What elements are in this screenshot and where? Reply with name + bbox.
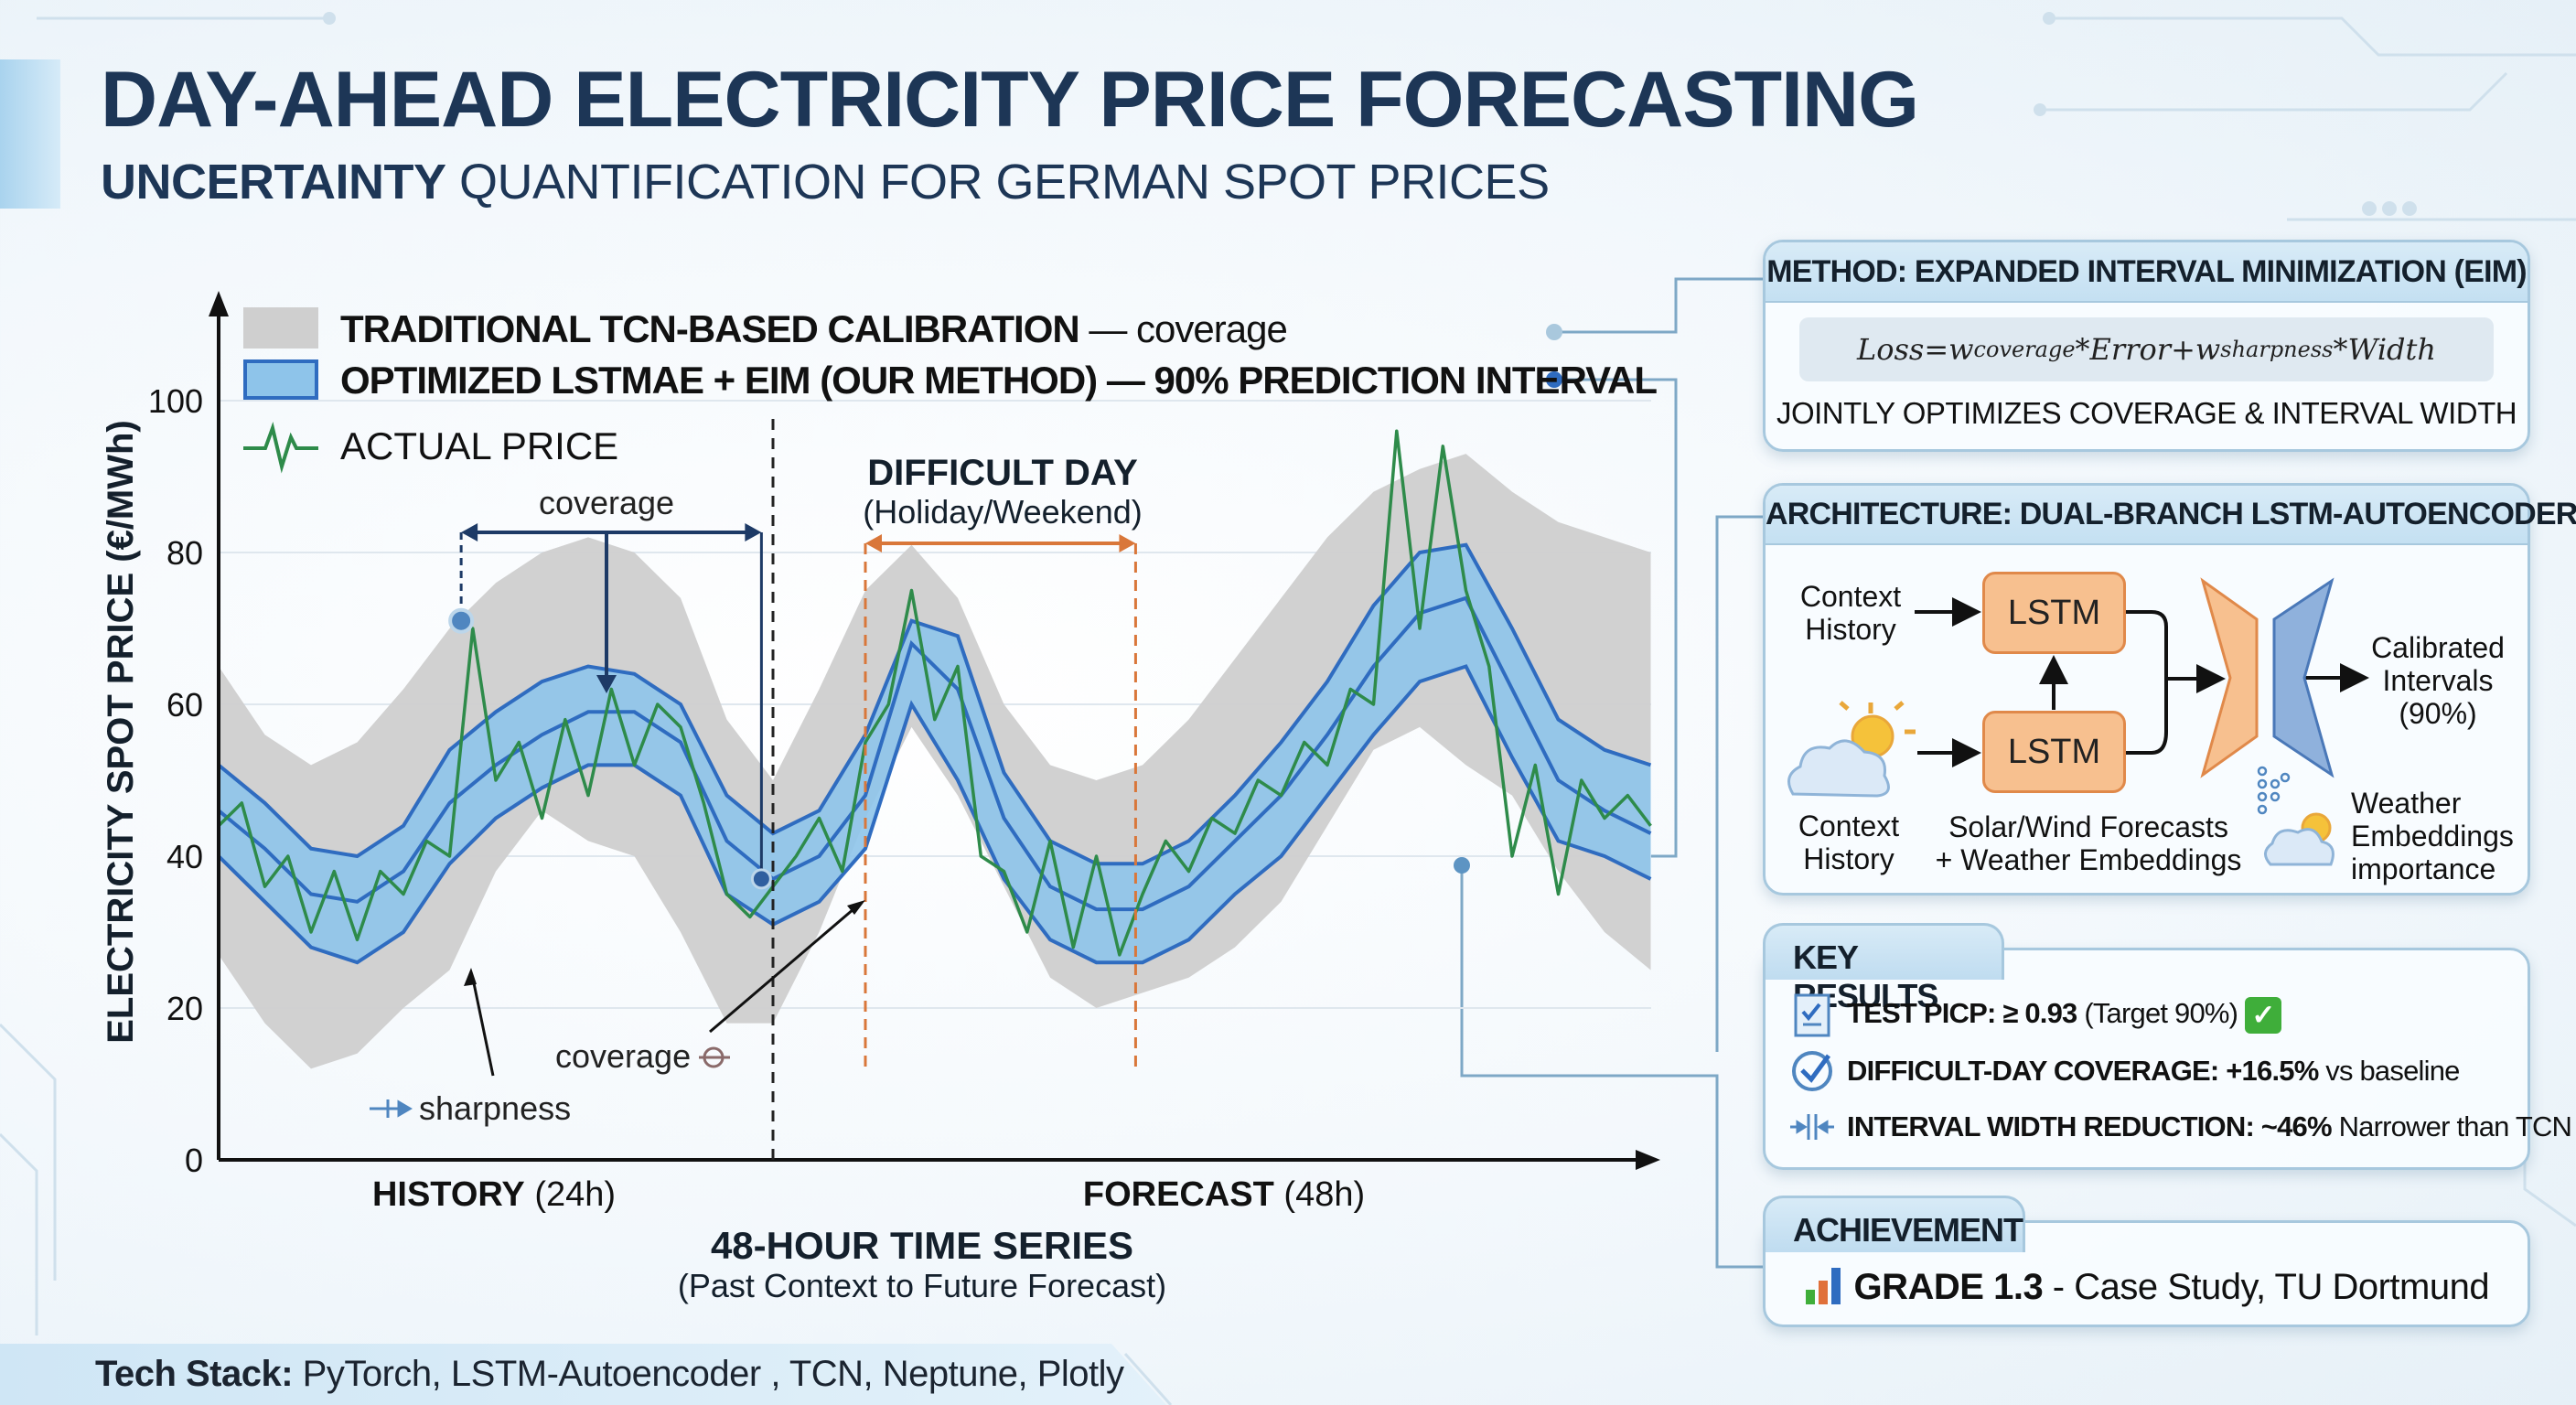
subtitle-emphasis: UNCERTAINTY	[101, 155, 446, 209]
coverage-annotation-bottom: coverage	[555, 1037, 691, 1075]
weather-embeddings-label: Weather Embeddings importance	[2351, 787, 2514, 885]
result-difficult-day-coverage: DIFFICULT-DAY COVERAGE: +16.5% vs baseli…	[1847, 1055, 2460, 1087]
formula-sub-sharpness: sharpness	[2220, 337, 2334, 362]
method-panel-title: METHOD: EXPANDED INTERVAL MINIMIZATION (…	[1766, 242, 2528, 303]
formula-width: Width	[2347, 332, 2436, 367]
architecture-panel-title: ARCHITECTURE: DUAL-BRANCH LSTM-AUTOENCOD…	[1766, 486, 2576, 545]
coverage-annotation-top: coverage	[539, 484, 674, 521]
legend-label-tcn: TRADITIONAL TCN-BASED CALIBRATION — cove…	[340, 307, 1287, 350]
key-results-icons	[1790, 993, 1834, 1140]
actual-price-line	[217, 429, 1652, 957]
x-axis-subtitle: (Past Context to Future Forecast)	[678, 1267, 1166, 1304]
x-label-forecast: FORECAST (48h)	[1083, 1175, 1365, 1214]
lstm-lower-line	[217, 664, 1652, 965]
lstm-median-line	[217, 595, 1652, 912]
y-tick-label: 80	[166, 534, 203, 572]
method-caption: JOINTLY OPTIMIZES COVERAGE & INTERVAL WI…	[1776, 396, 2517, 430]
coverage-marker-start	[448, 607, 475, 634]
y-tick-label: 20	[166, 990, 203, 1027]
sharpness-arrowhead	[464, 968, 477, 986]
legend-swatch-tcn	[243, 307, 318, 349]
formula-eq: =	[1924, 332, 1949, 367]
formula-op2: *	[2333, 332, 2348, 367]
formula-plus: +	[2171, 332, 2195, 367]
key-results-panel	[1763, 948, 2530, 1170]
y-tick-label: 60	[166, 686, 203, 724]
achievement-title: ACHIEVEMENT	[1763, 1196, 2025, 1252]
lstm-block-bottom: LSTM	[1982, 711, 2126, 793]
sharpness-arrows-icon	[370, 1099, 413, 1118]
tech-stack-bar	[0, 1344, 1166, 1405]
green-check-badge: ✓	[2245, 997, 2281, 1034]
legend-swatch-actual	[243, 422, 318, 474]
difficult-day-title: DIFFICULT DAY	[867, 453, 1138, 493]
branch-caption: Solar/Wind Forecasts + Weather Embeddings	[1935, 810, 2242, 876]
difficult-day-subtitle: (Holiday/Weekend)	[863, 493, 1142, 531]
x-axis-title: 48-HOUR TIME SERIES	[711, 1224, 1133, 1267]
formula-loss: Loss	[1856, 332, 1925, 367]
legend-label-actual: ACTUAL PRICE	[340, 424, 618, 467]
formula-sub-coverage: coverage	[1973, 337, 2076, 362]
y-tick-label: 0	[185, 1142, 203, 1179]
sharpness-arrow	[471, 978, 495, 1077]
y-tick-label: 100	[148, 382, 203, 420]
coverage-marker-end	[750, 868, 772, 890]
input-context-history-top: Context History	[1799, 580, 1902, 646]
coverage-bottom-arrowhead	[847, 900, 865, 915]
x-label-history: HISTORY (24h)	[372, 1175, 616, 1214]
output-calibrated-intervals: Calibrated Intervals (90%)	[2371, 631, 2505, 730]
key-results-title: KEY RESULTS	[1763, 923, 2004, 1014]
loss-formula: Loss = w coverage * Error + w sharpness * …	[1799, 317, 2494, 381]
result-test-picp: TEST PICP: ≥ 0.93 (Target 90%) ✓	[1847, 997, 2281, 1034]
tcn-coverage-band	[219, 454, 1651, 1069]
formula-w2: w	[2195, 332, 2221, 367]
check-circle-icon	[1792, 1051, 1832, 1091]
title-accent-bar	[0, 59, 60, 209]
bar-chart-icon	[1805, 1268, 1841, 1304]
formula-w1: w	[1948, 332, 1974, 367]
input-context-history-bottom: Context History	[1798, 810, 1900, 875]
tech-stack-text: Tech Stack: PyTorch, LSTM-Autoencoder , …	[95, 1354, 1124, 1394]
coverage-bottom-arrow	[709, 902, 861, 1034]
y-axis-arrow	[209, 291, 229, 316]
formula-op1: *	[2075, 332, 2090, 367]
legend-label-lstm: OPTIMIZED LSTMAE + EIM (OUR METHOD) — 90…	[340, 359, 1657, 402]
sharpness-annotation: sharpness	[419, 1089, 571, 1127]
x-axis-arrow	[1636, 1150, 1660, 1170]
page-subtitle: UNCERTAINTY QUANTIFICATION FOR GERMAN SP…	[101, 154, 1550, 210]
coverage-small-icon	[699, 1046, 730, 1068]
page-title: DAY-AHEAD ELECTRICITY PRICE FORECASTING	[101, 56, 1919, 144]
result-interval-width-reduction: INTERVAL WIDTH REDUCTION: ~46% Narrower …	[1847, 1110, 2572, 1142]
y-axis-title: ELECTRICITY SPOT PRICE (€/MWh)	[101, 420, 141, 1044]
legend-swatch-lstm	[243, 359, 318, 400]
price-forecast-chart: 0 20 40 60 80 100 ELECTRICITY SPOT PRICE (€/M…	[101, 291, 1660, 1304]
subtitle-rest: QUANTIFICATION FOR GERMAN SPOT PRICES	[445, 155, 1550, 209]
achievement-text: GRADE 1.3 - Case Study, TU Dortmund	[1763, 1264, 2530, 1308]
lstm-block-top: LSTM	[1982, 572, 2126, 654]
coverage-pointer-head	[596, 675, 617, 693]
y-tick-label: 40	[166, 838, 203, 875]
checklist-icon	[1794, 993, 1830, 1037]
width-compress-icon	[1790, 1114, 1834, 1140]
formula-error: Error	[2089, 332, 2172, 367]
